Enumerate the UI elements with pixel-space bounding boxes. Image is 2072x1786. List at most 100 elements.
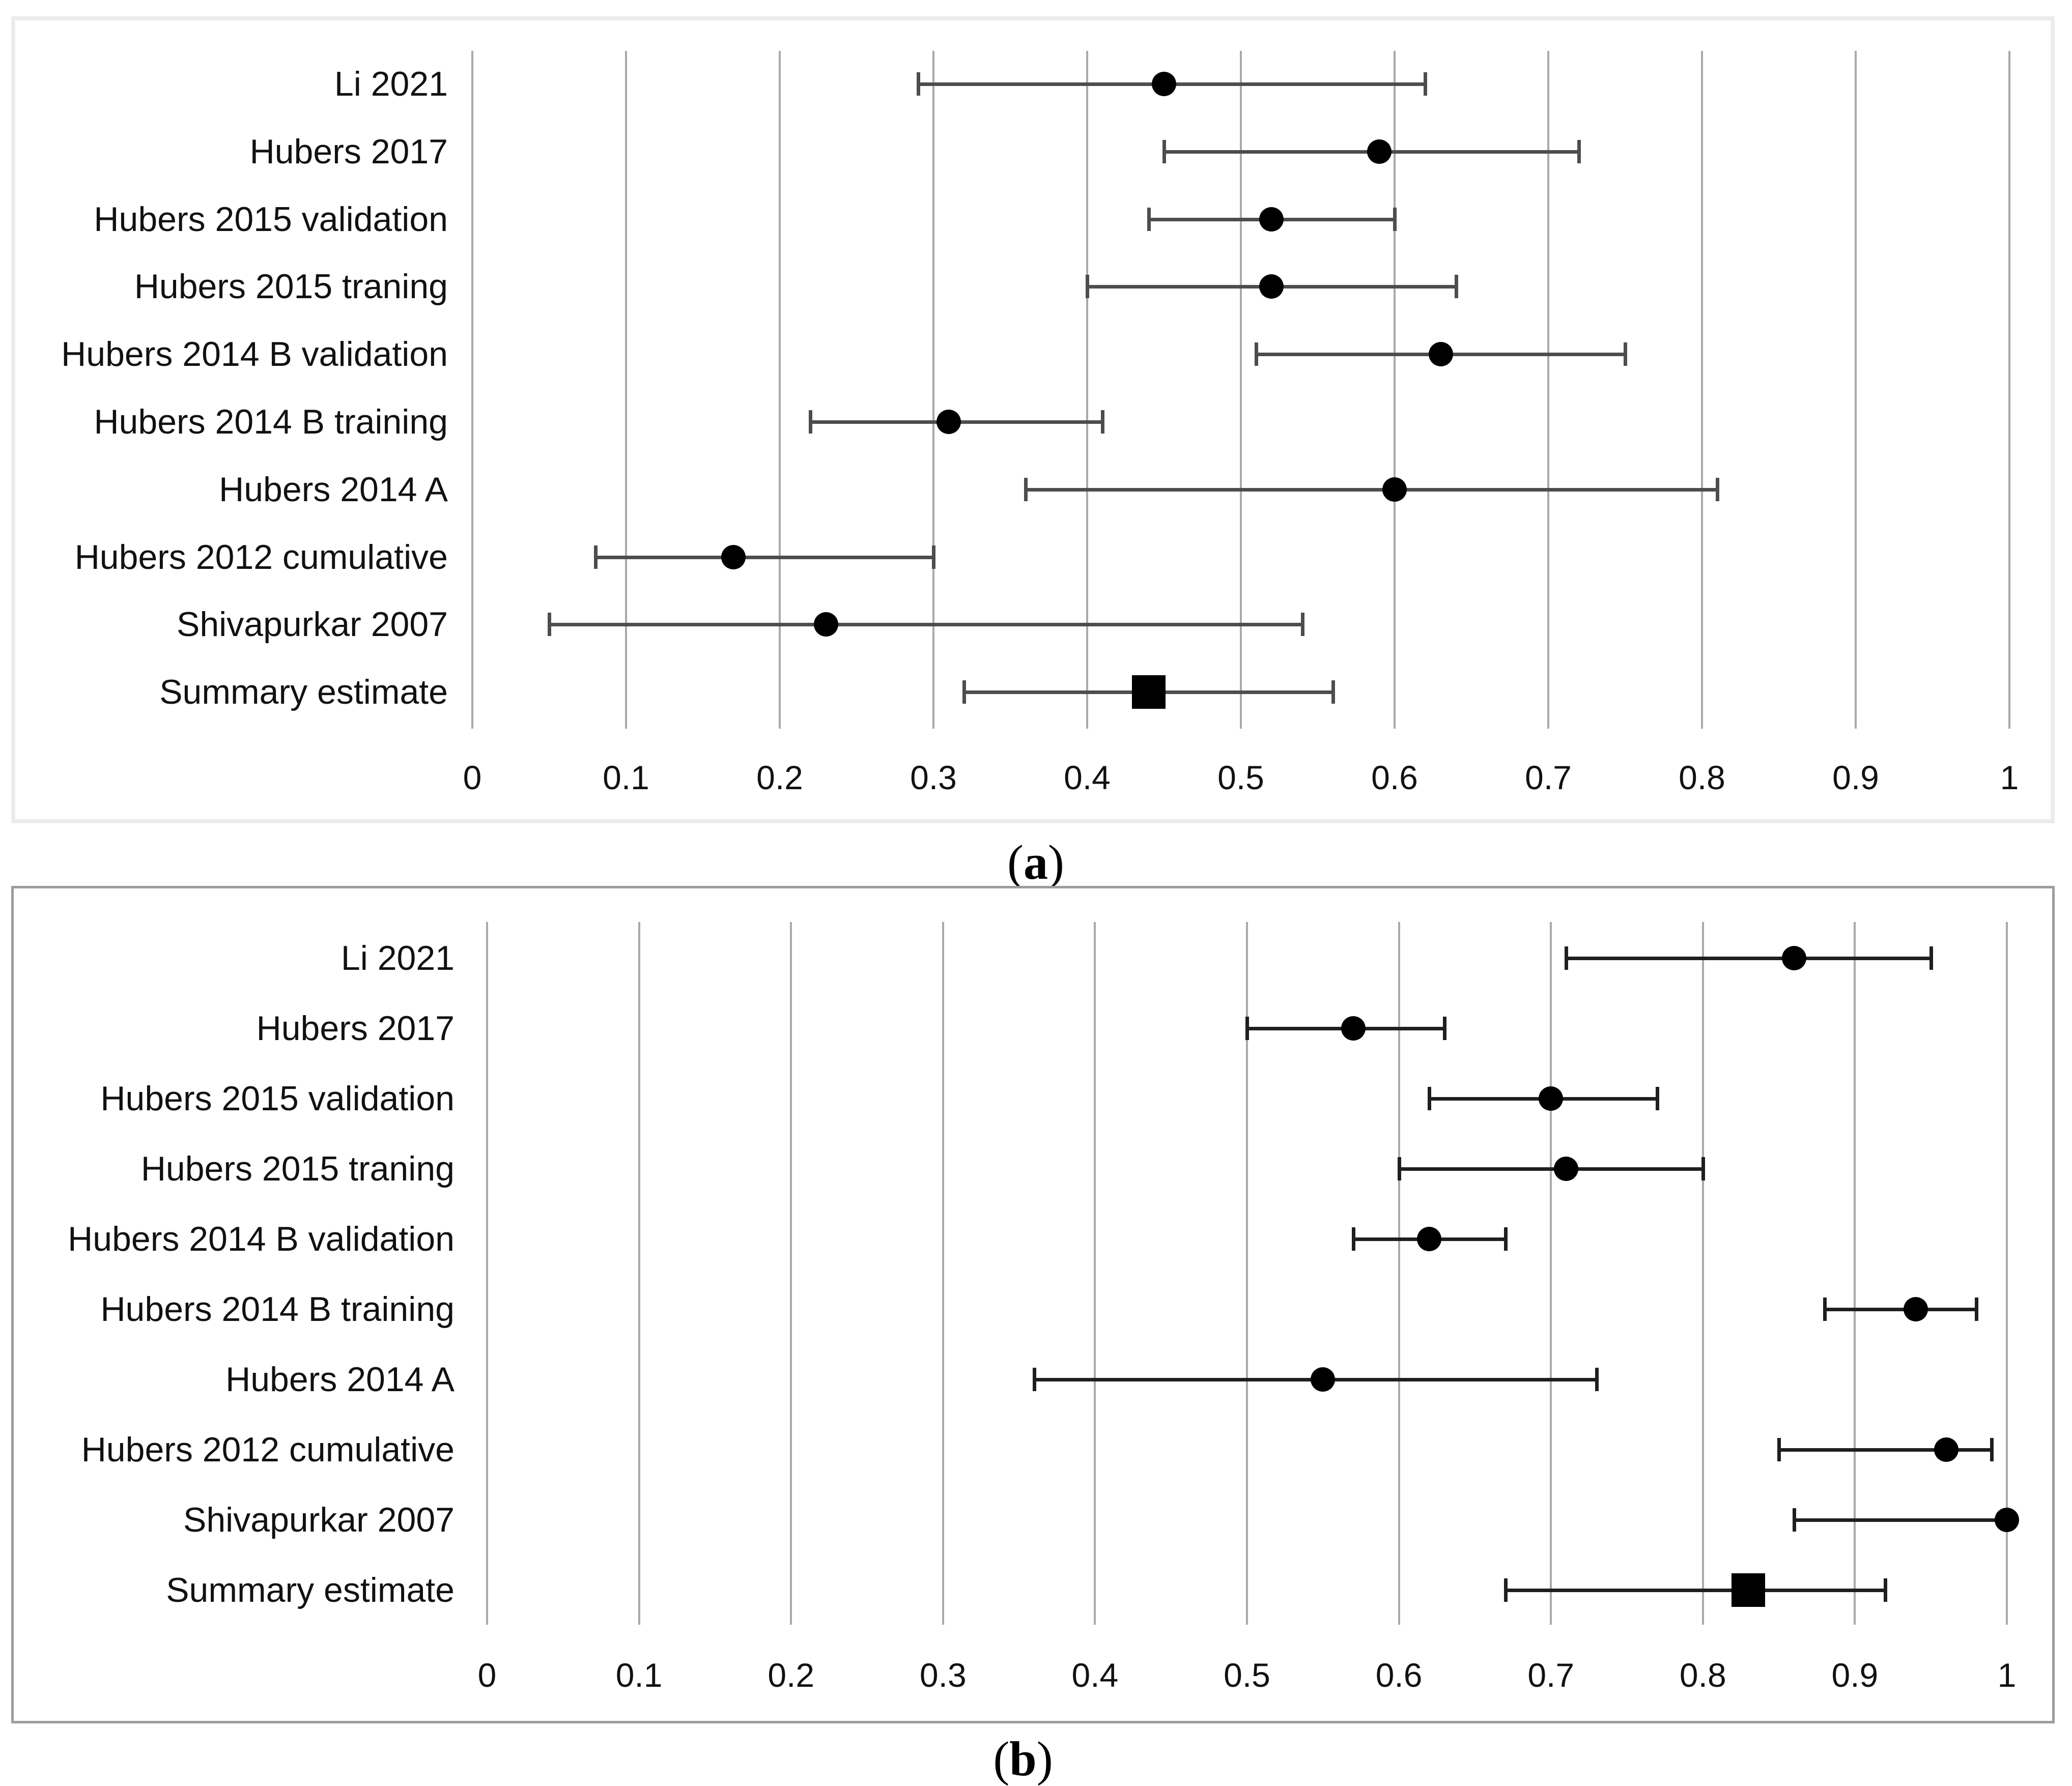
x-tick-label: 0.9 xyxy=(1831,1656,1879,1694)
gridline xyxy=(1094,922,1096,1625)
gridline xyxy=(1855,51,1857,729)
gridline xyxy=(486,922,488,1625)
x-tick-label: 0 xyxy=(463,759,482,796)
confidence-interval-bar xyxy=(1824,1308,1977,1311)
confidence-interval-bar xyxy=(549,623,1302,627)
ci-cap-left xyxy=(1147,207,1151,231)
x-tick-label: 0.4 xyxy=(1064,759,1111,796)
study-label: Hubers 2014 B training xyxy=(94,402,448,441)
study-label: Hubers 2012 cumulative xyxy=(74,537,448,577)
study-label: Shivapurkar 2007 xyxy=(176,605,448,644)
study-label: Li 2021 xyxy=(334,65,448,103)
x-tick-label: 0.2 xyxy=(756,759,803,796)
ci-cap-right xyxy=(1975,1298,1979,1321)
ci-cap-right xyxy=(1393,207,1397,231)
ci-cap-right xyxy=(1101,410,1105,434)
ci-cap-left xyxy=(1565,946,1569,970)
ci-cap-left xyxy=(1255,342,1259,366)
gridline xyxy=(1394,51,1396,729)
x-tick-label: 0.7 xyxy=(1525,759,1572,796)
point-estimate-marker xyxy=(1311,1367,1336,1392)
point-estimate-marker xyxy=(1934,1437,1959,1462)
x-tick-label: 0.7 xyxy=(1527,1656,1575,1694)
ci-cap-right xyxy=(1716,477,1720,501)
study-label: Hubers 2014 B validation xyxy=(61,335,448,374)
ci-cap-left xyxy=(548,613,551,637)
point-estimate-marker xyxy=(1539,1086,1564,1111)
ci-cap-right xyxy=(1595,1368,1599,1391)
point-estimate-marker xyxy=(1259,274,1284,299)
x-tick-label: 0.5 xyxy=(1217,759,1264,796)
gridline xyxy=(1398,922,1400,1625)
summary-estimate-marker xyxy=(1131,675,1166,709)
point-estimate-marker xyxy=(1259,207,1284,232)
point-estimate-marker xyxy=(1367,139,1392,164)
point-estimate-marker xyxy=(1341,1016,1366,1041)
gridline xyxy=(2006,922,2008,1625)
point-estimate-marker xyxy=(721,544,746,569)
gridline xyxy=(1086,51,1088,729)
point-estimate-marker xyxy=(1781,946,1806,970)
ci-cap-left xyxy=(1086,275,1089,299)
caption-paren-close: ) xyxy=(1048,835,1064,889)
ci-cap-right xyxy=(932,545,935,569)
ci-cap-left xyxy=(1032,1368,1036,1391)
confidence-interval-bar xyxy=(1026,487,1718,492)
study-label: Hubers 2015 traning xyxy=(134,267,448,306)
gridline xyxy=(1854,922,1856,1625)
ci-cap-left xyxy=(1352,1227,1356,1251)
gridline xyxy=(1240,51,1242,729)
ci-cap-left xyxy=(1792,1508,1796,1532)
ci-cap-right xyxy=(1929,946,1933,970)
ci-cap-left xyxy=(593,545,598,569)
ci-cap-right xyxy=(1424,72,1428,96)
ci-cap-right xyxy=(1990,1438,1994,1461)
caption-paren-open: ( xyxy=(1007,835,1024,889)
confidence-interval-bar xyxy=(1399,1167,1703,1171)
gridline xyxy=(1701,51,1703,729)
confidence-interval-bar xyxy=(595,555,933,559)
point-estimate-marker xyxy=(1382,477,1407,502)
gridline xyxy=(1550,922,1552,1625)
study-label: Hubers 2014 A xyxy=(219,470,448,509)
point-estimate-marker xyxy=(936,410,961,434)
x-tick-label: 0.6 xyxy=(1375,1656,1423,1694)
point-estimate-marker xyxy=(1152,72,1176,96)
gridline xyxy=(638,922,640,1625)
gridline xyxy=(2008,51,2010,729)
x-tick-label: 0 xyxy=(477,1656,497,1694)
study-label: Hubers 2014 B validation xyxy=(68,1220,455,1258)
ci-cap-left xyxy=(1503,1578,1508,1602)
point-estimate-marker xyxy=(813,612,838,637)
summary-estimate-marker xyxy=(1732,1573,1766,1607)
study-label: Hubers 2014 B training xyxy=(100,1290,455,1329)
caption-paren-close: ) xyxy=(1036,1732,1053,1786)
ci-cap-right xyxy=(1624,342,1627,366)
panel-caption-a: (a) xyxy=(934,837,1138,888)
study-label: Summary estimate xyxy=(159,673,448,712)
ci-cap-right xyxy=(1701,1157,1705,1180)
caption-paren-open: ( xyxy=(993,1732,1010,1786)
gridline xyxy=(942,922,944,1625)
ci-cap-left xyxy=(809,410,813,434)
panel-a-border xyxy=(11,16,2055,823)
study-label: Hubers 2015 validation xyxy=(94,199,448,239)
x-tick-label: 0.9 xyxy=(1832,759,1879,796)
study-label: Hubers 2014 A xyxy=(225,1360,455,1399)
ci-cap-left xyxy=(962,680,967,704)
point-estimate-marker xyxy=(1903,1297,1928,1321)
gridline xyxy=(779,51,781,729)
study-label: Hubers 2012 cumulative xyxy=(81,1430,455,1469)
panel-caption-b: (b) xyxy=(921,1734,1125,1784)
ci-cap-left xyxy=(1777,1438,1781,1461)
gridline xyxy=(471,51,473,729)
x-tick-label: 0.3 xyxy=(910,759,957,796)
x-tick-label: 0.3 xyxy=(919,1656,967,1694)
x-tick-label: 0.8 xyxy=(1679,759,1725,796)
ci-cap-left xyxy=(1024,477,1028,501)
ci-cap-right xyxy=(1656,1087,1660,1110)
x-tick-label: 0.4 xyxy=(1071,1656,1119,1694)
ci-cap-left xyxy=(1245,1017,1249,1040)
confidence-interval-bar xyxy=(1794,1518,2007,1522)
